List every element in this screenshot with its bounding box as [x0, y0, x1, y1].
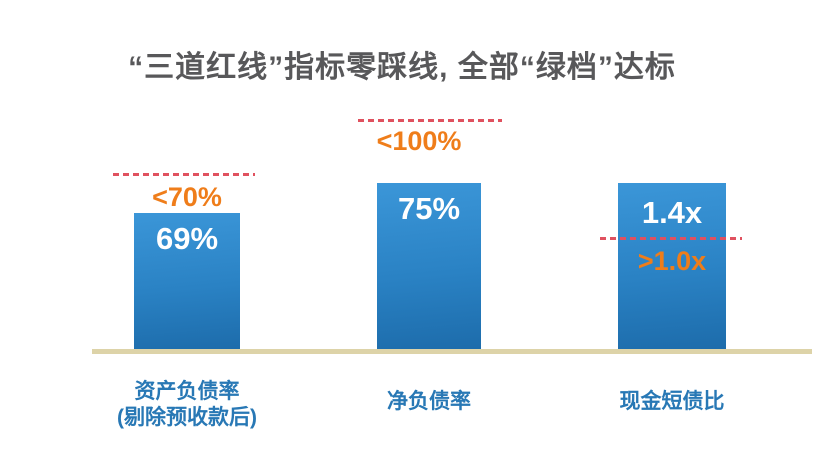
threshold-label-asset-liability: <70% — [152, 182, 222, 212]
category-label-line2: (剔除预收款后) — [117, 406, 257, 429]
bar-value-cash-short-debt: 1.4x — [641, 195, 703, 230]
bar-value-asset-liability: 69% — [155, 221, 219, 256]
category-label-line1: 资产负债率 — [134, 380, 240, 403]
threshold-dashed-line-cash-short-debt — [600, 237, 742, 240]
category-label-cash-short-debt: 现金短债比 — [552, 389, 792, 415]
bar-value-net-gearing: 75% — [397, 191, 461, 226]
bar-net-gearing-ratio: 75% — [377, 183, 481, 349]
chart-title: “三道红线”指标零踩线, 全部“绿档”达标 — [128, 51, 676, 84]
bar-asset-liability-ratio: 69% — [134, 213, 240, 349]
bar-cash-short-debt-ratio: 1.4x — [618, 183, 726, 349]
threshold-label-net-gearing: <100% — [376, 126, 462, 156]
category-label-line1: 现金短债比 — [619, 390, 725, 413]
category-label-line1: 净负债率 — [387, 390, 471, 413]
threshold-dashed-line-net-gearing — [358, 119, 502, 122]
threshold-label-cash-short-debt: >1.0x — [637, 246, 707, 276]
threshold-dashed-line-asset-liability — [113, 173, 255, 176]
baseline-axis — [92, 349, 812, 354]
category-label-asset-liability: 资产负债率 (剔除预收款后) — [67, 379, 307, 431]
category-label-net-gearing: 净负债率 — [309, 389, 549, 415]
